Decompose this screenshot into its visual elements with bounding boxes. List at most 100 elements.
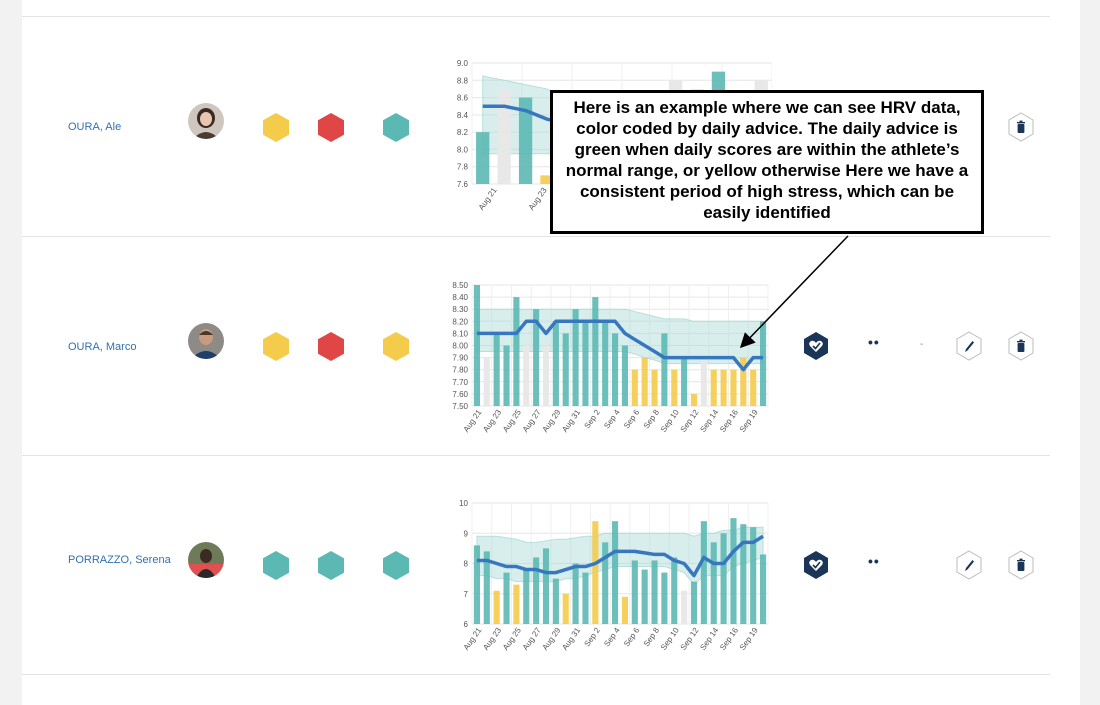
hrv-bar [562, 593, 569, 624]
edit-button[interactable] [956, 331, 982, 361]
y-tick-label: 8.00 [452, 342, 468, 351]
y-tick-label: 6 [464, 620, 469, 629]
trash-icon [1017, 558, 1025, 571]
x-tick-label: Aug 31 [560, 626, 582, 652]
x-tick-label: Aug 23 [527, 186, 549, 212]
advice-button[interactable] [803, 550, 829, 580]
delete-button[interactable] [1008, 550, 1034, 580]
hrv-bar [651, 369, 658, 406]
athlete-name-link[interactable]: PORRAZZO, Serena [68, 554, 171, 566]
hrv-chart: 10 9 8 7 6 Aug 21 Aug 23 Aug 25 Aug 27 Aug 29 Aug … [442, 494, 772, 666]
normal-range-band [476, 308, 764, 365]
hrv-bar [572, 309, 579, 406]
hrv-bar [562, 333, 569, 406]
row-divider [22, 455, 1050, 456]
y-tick-label: 7.90 [452, 354, 468, 363]
athlete-name-link[interactable]: OURA, Marco [68, 341, 137, 353]
advice-button[interactable] [803, 331, 829, 361]
x-tick-label: Aug 25 [501, 626, 523, 652]
hrv-bar [730, 369, 737, 406]
y-tick-label: 7.50 [452, 402, 468, 411]
x-tick-label: Sep 4 [602, 626, 622, 649]
hrv-bar [582, 572, 589, 624]
hrv-bar [710, 542, 717, 624]
y-tick-label: 8.6 [457, 94, 469, 103]
hrv-bar [497, 88, 511, 184]
x-tick-label: Aug 21 [477, 186, 499, 212]
y-tick-label: 8.40 [452, 293, 468, 302]
x-tick-label: Aug 31 [560, 408, 582, 434]
edit-button[interactable] [956, 550, 982, 580]
hrv-bar [621, 596, 628, 624]
y-tick-label: 10 [459, 499, 468, 508]
hrv-bar [750, 527, 757, 624]
hrv-bar [602, 542, 609, 624]
hrv-bar [612, 333, 619, 406]
status-hex-0 [263, 332, 289, 361]
avatar [188, 323, 224, 359]
hrv-bar [518, 97, 533, 184]
x-tick-label: Sep 12 [679, 626, 701, 652]
hrv-bar [542, 548, 550, 624]
athlete-row-serena: PORRAZZO, Serena 10 9 8 7 6 Aug 21 Aug 23 Aug 2… [22, 456, 1050, 675]
delete-button[interactable] [1008, 112, 1034, 142]
x-tick-label: Sep 16 [718, 626, 740, 652]
y-tick-label: 8.30 [452, 305, 468, 314]
x-tick-label: Aug 29 [541, 626, 563, 652]
hrv-bar [592, 521, 599, 624]
hrv-bar [513, 297, 520, 406]
x-tick-label: Aug 25 [501, 408, 523, 434]
y-tick-label: 8.8 [457, 76, 469, 85]
trash-icon [1017, 120, 1025, 133]
x-tick-label: Sep 10 [659, 626, 681, 652]
hrv-bar [700, 357, 707, 406]
hrv-bar [542, 345, 550, 406]
y-tick-label: 7 [464, 590, 469, 599]
hrv-bar [631, 560, 638, 624]
heart-check-icon [809, 559, 823, 571]
hrv-bar [572, 563, 579, 624]
hrv-bar [631, 369, 638, 406]
more-dots[interactable]: •• [868, 553, 880, 569]
athlete-row-marco: OURA, Marco 8.50 8.40 8.30 8.20 8.10 8.00 7.90… [22, 237, 1050, 456]
hrv-bar [740, 357, 747, 406]
hrv-bar [700, 521, 707, 624]
x-tick-label: Aug 27 [521, 408, 543, 434]
hrv-bar [513, 584, 520, 624]
hrv-bar [533, 309, 540, 406]
row-divider [22, 16, 1050, 17]
hrv-bar [710, 369, 717, 406]
hrv-bar [602, 321, 609, 406]
hrv-bar [651, 560, 658, 624]
hrv-bar [671, 369, 678, 406]
row-divider [22, 236, 1050, 237]
y-tick-label: 8.20 [452, 317, 468, 326]
hrv-bar [503, 572, 510, 624]
y-tick-label: 7.60 [452, 390, 468, 399]
row-divider [22, 674, 1050, 675]
x-tick-label: Sep 14 [698, 408, 720, 434]
x-tick-label: Sep 19 [738, 408, 760, 434]
y-tick-label: 9.0 [457, 59, 469, 68]
hrv-bar [540, 175, 554, 184]
delete-button[interactable] [1008, 331, 1034, 361]
x-tick-label: Sep 4 [602, 408, 622, 431]
hrv-bar [592, 297, 599, 406]
y-tick-label: 9 [464, 529, 469, 538]
hrv-bar [621, 345, 628, 406]
hrv-bar [493, 590, 500, 624]
x-tick-label: Aug 23 [481, 408, 503, 434]
y-tick-label: 7.6 [457, 180, 469, 189]
more-dots[interactable]: •• [868, 334, 880, 350]
hrv-bar [582, 321, 589, 406]
trash-icon [1017, 339, 1025, 352]
hrv-bar [730, 518, 737, 624]
pencil-icon [965, 341, 974, 352]
hrv-bar [641, 569, 648, 624]
y-tick-label: 8 [464, 560, 469, 569]
x-tick-label: Sep 2 [583, 408, 603, 431]
x-tick-label: Sep 10 [659, 408, 681, 434]
status-hex-2 [383, 551, 409, 580]
athlete-name-link[interactable]: OURA, Ale [68, 121, 122, 133]
